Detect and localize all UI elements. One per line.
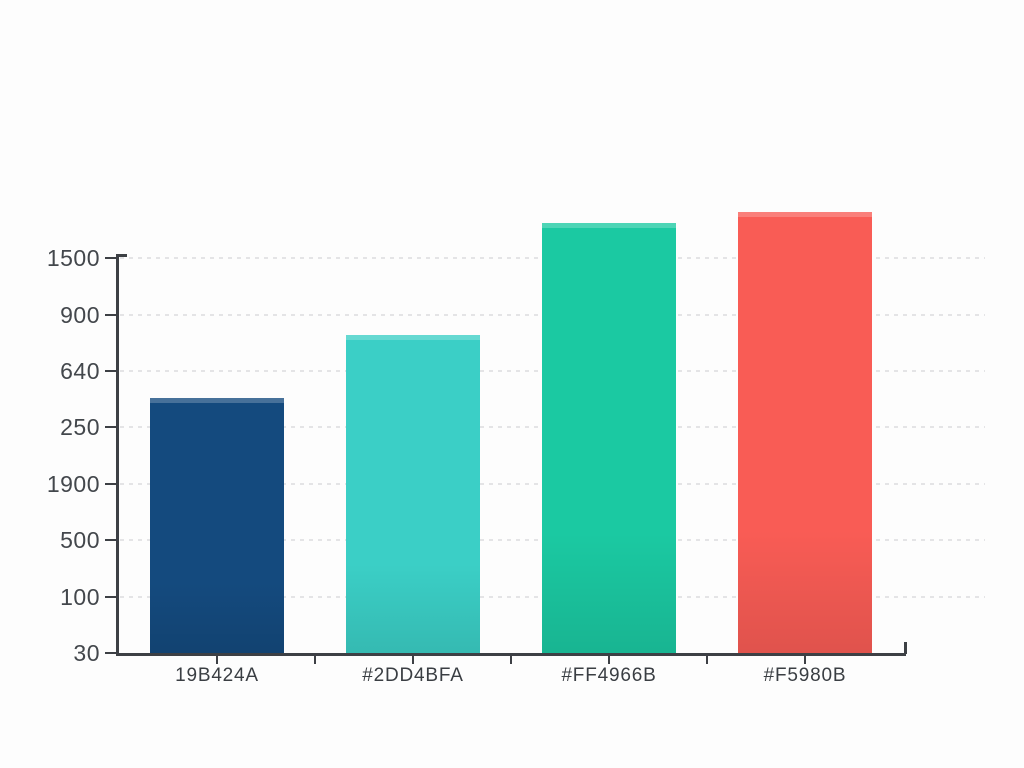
x-axis-tick xyxy=(706,655,708,664)
x-axis-tick xyxy=(412,655,414,664)
bar-top-highlight xyxy=(346,334,480,340)
y-axis-label: 100 xyxy=(60,583,100,610)
y-axis-tick xyxy=(105,426,116,429)
bar-bottom-shade xyxy=(738,529,872,653)
x-axis-label: #2DD4BFA xyxy=(362,665,464,686)
y-axis-tick xyxy=(105,539,116,542)
y-axis-label: 900 xyxy=(60,301,100,328)
x-axis-label: 19B424A xyxy=(175,665,259,686)
bar-top-highlight xyxy=(150,398,284,404)
x-axis-line xyxy=(116,653,906,656)
x-axis-end-cap xyxy=(904,642,907,654)
y-axis-label: 640 xyxy=(60,358,100,384)
y-axis-label: 500 xyxy=(60,527,100,554)
bar xyxy=(346,334,480,653)
y-axis-label: 30 xyxy=(73,640,100,666)
x-axis-tick xyxy=(608,655,610,664)
bar-top-highlight xyxy=(542,223,676,229)
x-axis-tick xyxy=(510,655,512,664)
y-axis-label: 1900 xyxy=(46,470,100,497)
y-axis-tick xyxy=(105,313,116,316)
x-axis-label: #FF4966B xyxy=(561,665,657,686)
x-axis-label: #F5980B xyxy=(763,665,847,686)
bar xyxy=(738,211,872,653)
x-axis-tick xyxy=(216,655,218,664)
bar-bottom-shade xyxy=(346,563,480,653)
y-axis-label: 250 xyxy=(60,414,100,441)
y-axis-line xyxy=(116,254,119,655)
bar xyxy=(542,223,676,653)
y-axis-top-cap xyxy=(117,254,127,257)
y-axis-label: 1500 xyxy=(46,245,100,272)
x-axis-tick xyxy=(804,655,806,664)
x-axis-tick xyxy=(314,655,316,664)
bar xyxy=(150,398,284,653)
y-axis-tick xyxy=(105,595,116,598)
bar-bottom-shade xyxy=(150,581,284,653)
y-axis-tick xyxy=(105,257,116,260)
y-axis-tick xyxy=(105,652,116,654)
y-axis-tick xyxy=(105,370,116,372)
bar-bottom-shade xyxy=(542,532,676,653)
bar-top-highlight xyxy=(738,211,872,217)
y-axis-tick xyxy=(105,482,116,485)
